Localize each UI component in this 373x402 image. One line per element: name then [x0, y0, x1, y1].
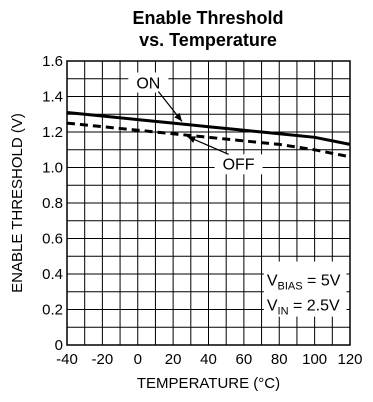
y-tick-label: 0.6: [42, 231, 63, 248]
vin-subscript: IN: [278, 305, 289, 317]
vin-symbol: V: [267, 297, 278, 314]
vin-value: = 2.5V: [289, 297, 340, 314]
plot-frame: [66, 60, 351, 346]
conditions-background: [263, 261, 347, 317]
x-tick-label: 80: [271, 351, 288, 368]
x-tick-label: 20: [165, 351, 182, 368]
tick-labels: -40 -20 0 20 40 60 80 100 120 0 0.2 0.4 0.6 0.8 1.0 1.2…: [42, 53, 362, 368]
off-label-background: [214, 154, 263, 175]
vbias-subscript: BIAS: [278, 281, 303, 293]
y-tick-label: 0.2: [42, 302, 63, 319]
y-tick-label: 1.6: [42, 53, 63, 70]
series-line-on: [66, 111, 351, 146]
x-tick-label: -40: [56, 351, 78, 368]
condition-vbias: VBIAS = 5V: [267, 273, 341, 293]
y-tick-label: 1.0: [42, 160, 63, 177]
y-axis-label: ENABLE THRESHOLD (V): [9, 113, 26, 293]
chart-title-line-2: vs. Temperature: [139, 30, 277, 50]
x-tick-label: 0: [134, 351, 142, 368]
x-tick-label: 60: [236, 351, 253, 368]
x-tick-label: 100: [302, 351, 327, 368]
on-label-background: [128, 72, 169, 93]
on-arrowhead: [174, 112, 182, 122]
series: [66, 111, 351, 159]
y-tick-label: 0.4: [42, 266, 63, 283]
chart-title-line-1: Enable Threshold: [132, 8, 283, 28]
x-tick-label: -20: [92, 351, 114, 368]
vbias-value: = 5V: [303, 273, 341, 290]
vbias-symbol: V: [267, 273, 278, 290]
x-tick-label: 120: [337, 351, 362, 368]
y-tick-label: 1.4: [42, 89, 63, 106]
x-axis-label: TEMPERATURE (°C): [137, 375, 280, 392]
y-tick-label: 0: [55, 337, 63, 354]
y-tick-label: 1.2: [42, 124, 63, 141]
condition-vin: VIN = 2.5V: [267, 297, 340, 317]
series-label-on: ON: [136, 76, 160, 93]
series-label-off: OFF: [223, 156, 255, 173]
series-line-off: [66, 121, 351, 159]
y-tick-label: 0.8: [42, 195, 63, 212]
off-arrowhead: [187, 136, 197, 143]
x-tick-label: 40: [200, 351, 217, 368]
